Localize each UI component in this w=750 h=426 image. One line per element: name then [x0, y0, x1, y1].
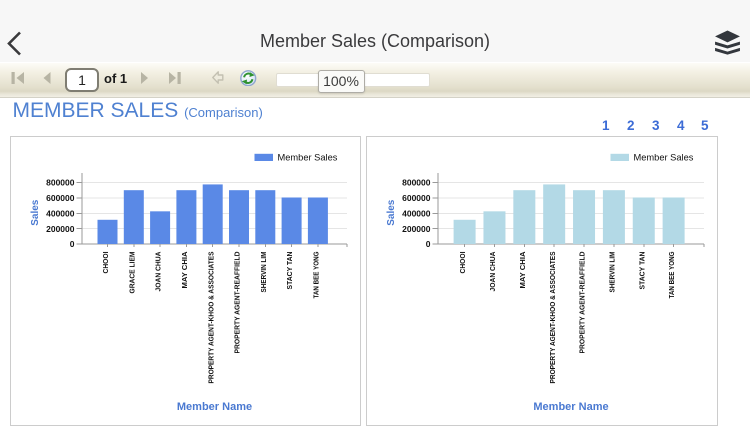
svg-text:JOAN CHUA: JOAN CHUA	[488, 251, 497, 292]
svg-text:TAN BEE YONG: TAN BEE YONG	[312, 251, 321, 298]
svg-text:STACY TAN: STACY TAN	[637, 252, 646, 290]
svg-text:Member Sales: Member Sales	[634, 153, 694, 163]
svg-text:400000: 400000	[46, 208, 75, 218]
svg-text:0: 0	[426, 239, 431, 249]
svg-text:0: 0	[70, 239, 75, 249]
svg-text:Sales: Sales	[386, 199, 397, 226]
svg-text:MAY CHIA: MAY CHIA	[180, 251, 189, 289]
svg-text:Member Name: Member Name	[533, 401, 608, 413]
svg-text:Member Sales: Member Sales	[278, 153, 338, 163]
svg-text:600000: 600000	[46, 193, 75, 203]
svg-text:200000: 200000	[46, 224, 75, 234]
svg-text:JOAN CHUA: JOAN CHUA	[154, 251, 163, 292]
svg-text:STACY TAN: STACY TAN	[285, 252, 294, 290]
svg-text:600000: 600000	[402, 193, 431, 203]
svg-text:GRACE LIEM: GRACE LIEM	[127, 252, 136, 294]
svg-text:PROPERTY AGENT-REAFFIELD: PROPERTY AGENT-REAFFIELD	[578, 251, 587, 354]
svg-text:800000: 800000	[46, 178, 75, 188]
svg-text:SHERVIN LIM: SHERVIN LIM	[608, 252, 617, 293]
svg-text:TAN BEE YONG: TAN BEE YONG	[667, 251, 676, 298]
svg-text:CHOOI: CHOOI	[101, 252, 110, 274]
svg-text:400000: 400000	[402, 208, 431, 218]
svg-text:200000: 200000	[402, 224, 431, 234]
svg-text:PROPERTY AGENT-KHOO & ASSOCIAT: PROPERTY AGENT-KHOO & ASSOCIATES	[206, 251, 215, 383]
svg-text:Member Name: Member Name	[177, 401, 252, 413]
svg-text:800000: 800000	[402, 178, 431, 188]
svg-text:MAY CHIA: MAY CHIA	[518, 251, 527, 289]
svg-text:PROPERTY AGENT-REAFFIELD: PROPERTY AGENT-REAFFIELD	[233, 251, 242, 354]
svg-text:PROPERTY AGENT-KHOO & ASSOCIAT: PROPERTY AGENT-KHOO & ASSOCIATES	[548, 252, 557, 384]
svg-text:CHOOI: CHOOI	[458, 252, 467, 274]
svg-text:Sales: Sales	[30, 199, 41, 226]
svg-text:SHERVIN LIM: SHERVIN LIM	[259, 252, 268, 293]
